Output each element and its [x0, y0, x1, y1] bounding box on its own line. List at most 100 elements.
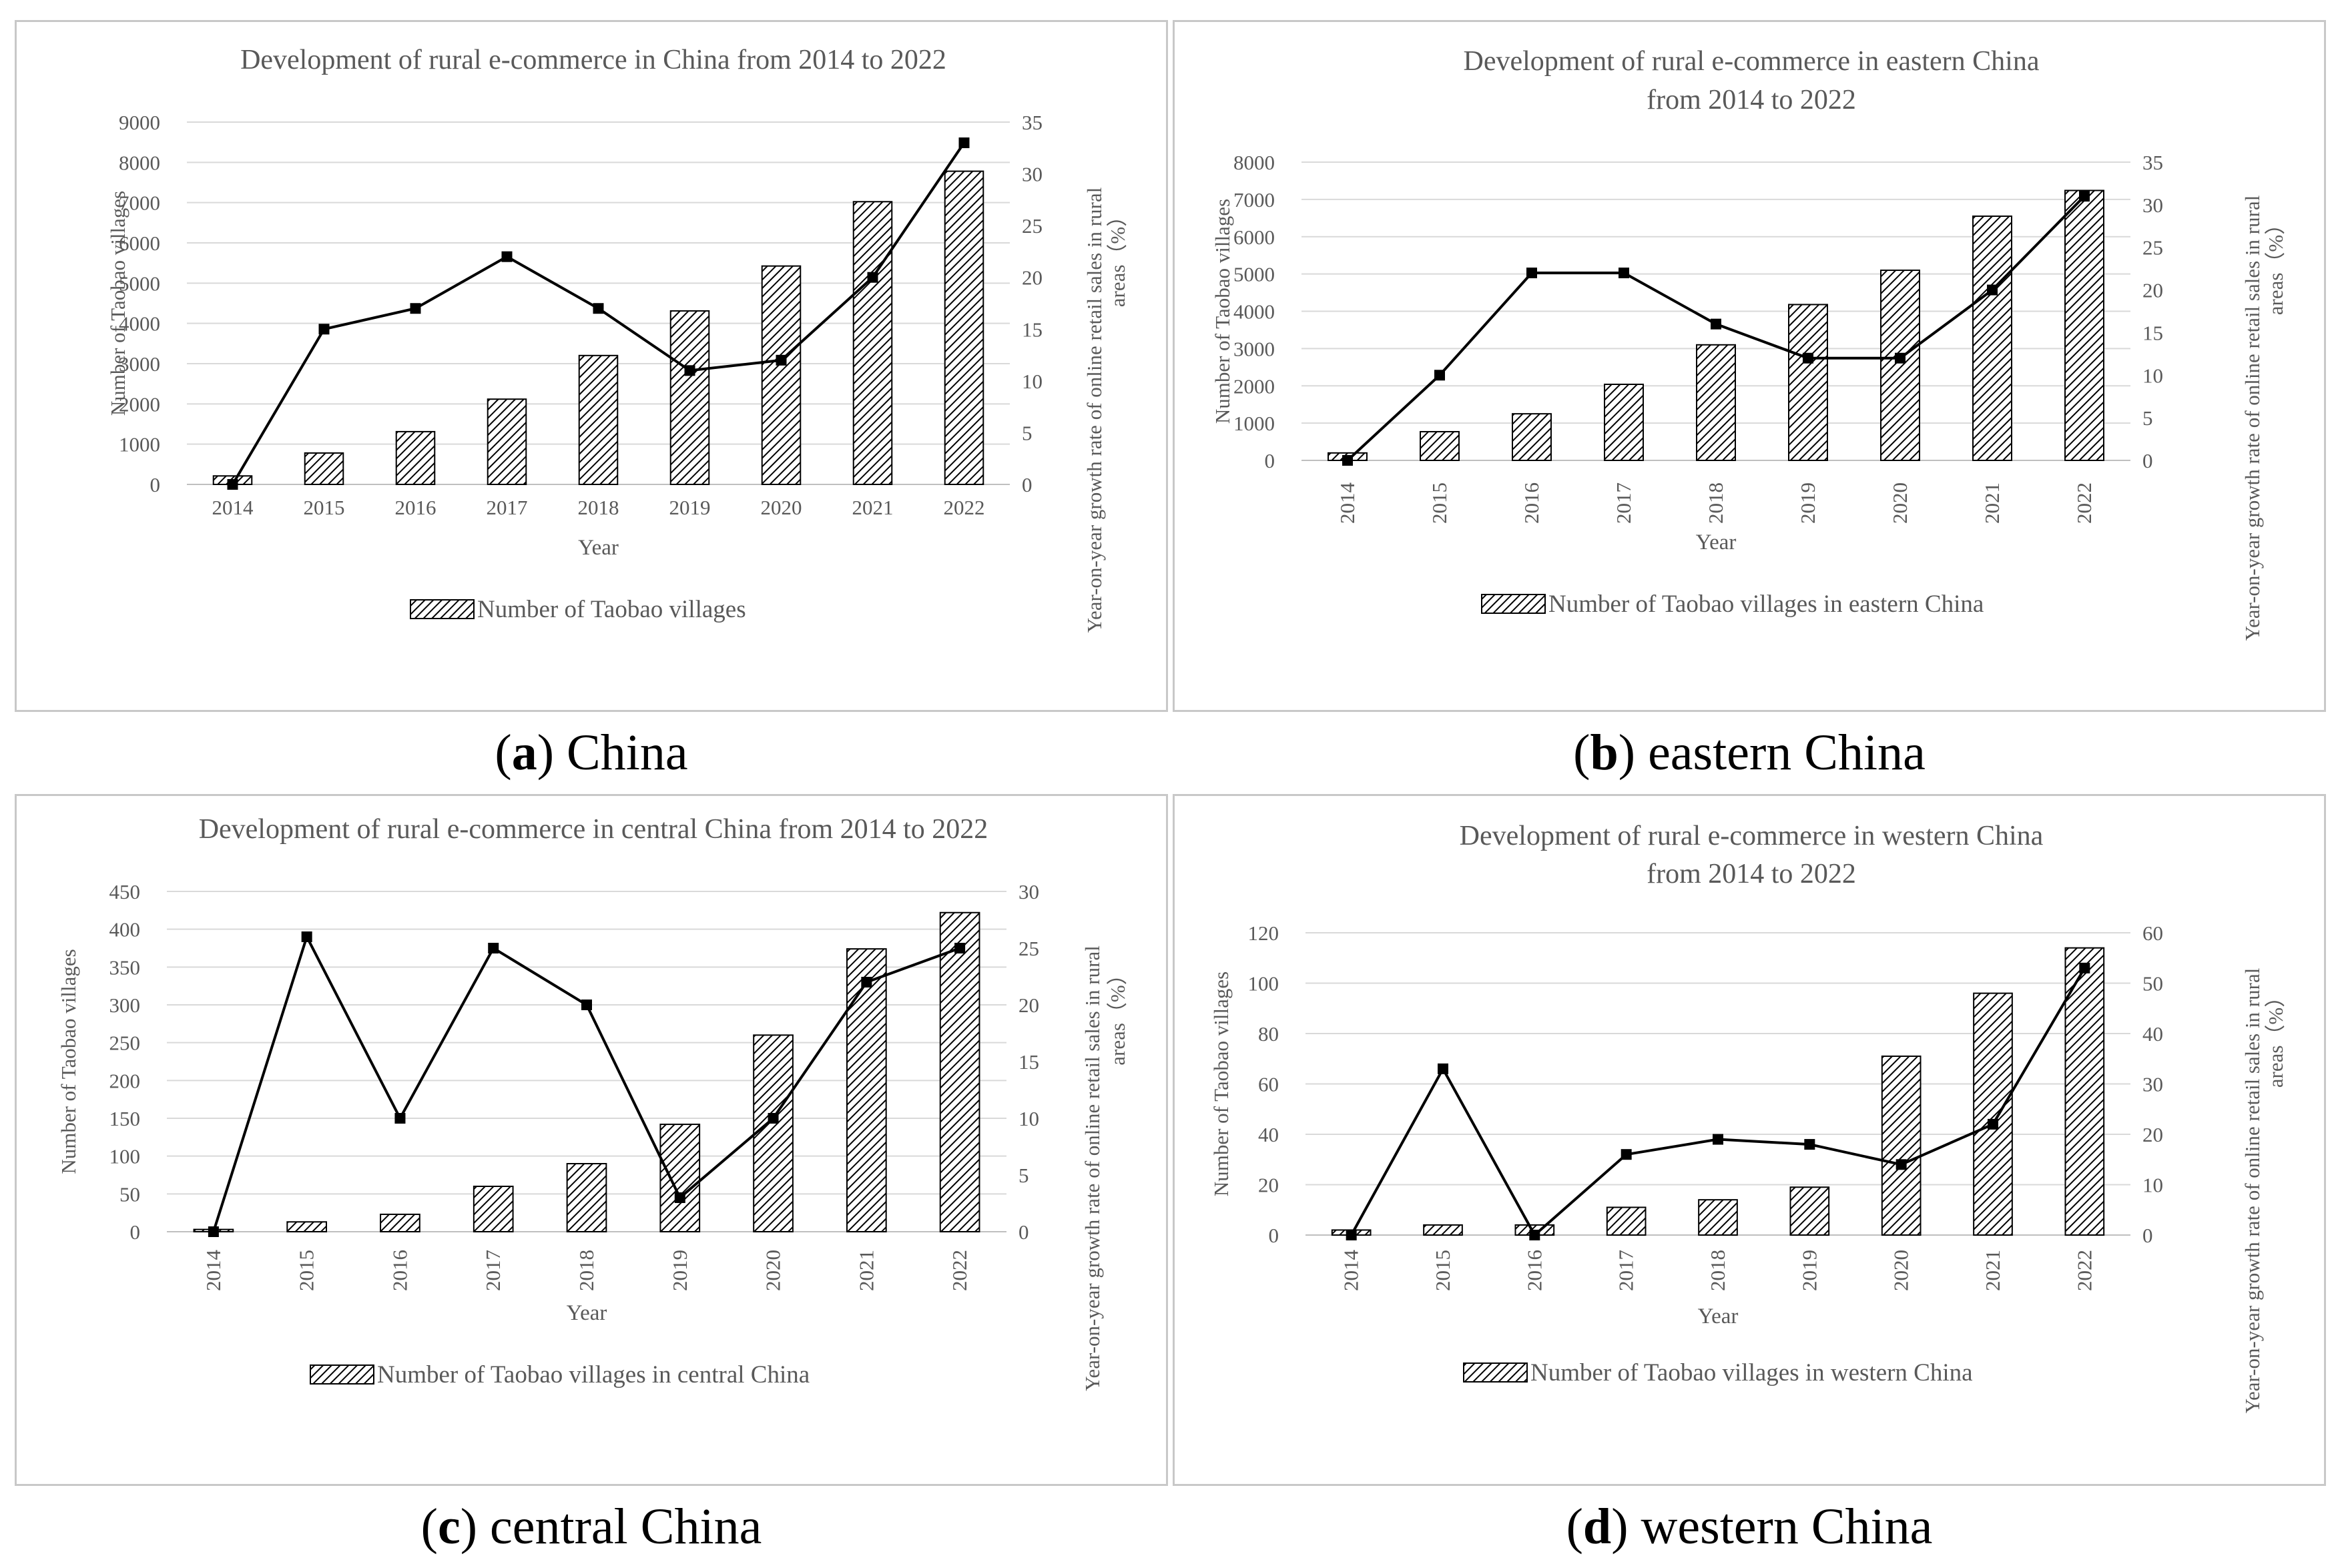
- panel-c: Development of rural e-commerce in centr…: [15, 794, 1168, 1561]
- bar-b-2016: [1512, 413, 1552, 461]
- y-tick-label-b: 2000: [1233, 374, 1275, 398]
- y-tick-label-b: 0: [1265, 449, 1275, 472]
- bar-b-2021: [1972, 216, 2012, 461]
- y2-axis-label-c-line-2: areas（%）: [1106, 964, 1129, 1066]
- y-tick-label-c: 350: [109, 955, 141, 979]
- y-tick-label-a: 8000: [119, 151, 160, 174]
- chart-title-c-line-1: Development of rural e-commerce in centr…: [199, 814, 988, 845]
- x-tick-label-d-2018: 2018: [1706, 1250, 1729, 1291]
- growth-point-b-2016: [1526, 268, 1537, 279]
- chart-title-b-line-1: Development of rural e-commerce in easte…: [1464, 46, 2040, 77]
- growth-point-d-2022: [2079, 962, 2090, 973]
- y2-tick-label-a: 0: [1022, 473, 1033, 496]
- x-axis-label-c: Year: [567, 1301, 607, 1325]
- bar-d-2015: [1423, 1224, 1463, 1236]
- y-tick-label-a: 2000: [119, 392, 160, 416]
- y-tick-label-b: 3000: [1233, 337, 1275, 360]
- x-tick-label-c-2017: 2017: [481, 1250, 505, 1291]
- y2-tick-label-a: 5: [1022, 421, 1033, 444]
- bar-a-2020: [761, 265, 802, 485]
- legend-label-d: Number of Taobao villages in western Chi…: [1530, 1359, 1973, 1387]
- growth-point-a-2022: [958, 137, 970, 149]
- y-tick-label-c: 150: [109, 1107, 141, 1130]
- bar-c-2021: [846, 948, 887, 1232]
- bar-a-2015: [304, 452, 344, 486]
- growth-point-c-2017: [488, 943, 499, 953]
- x-tick-label-b-2021: 2021: [1980, 482, 2004, 524]
- bar-b-2018: [1696, 344, 1736, 461]
- growth-point-c-2014: [208, 1226, 219, 1237]
- y-axis-label-c: Number of Taobao villages: [57, 949, 80, 1174]
- panel-b: Development of rural e-commerce in easte…: [1173, 20, 2326, 787]
- caption-c: (c) central China: [420, 1499, 762, 1555]
- chart-b: Development of rural e-commerce in easte…: [1211, 46, 2287, 641]
- chart-title-b-line-2: from 2014 to 2022: [1647, 85, 1856, 115]
- y2-tick-label-d: 50: [2142, 972, 2163, 996]
- y2-tick-label-a: 10: [1022, 370, 1043, 393]
- growth-point-c-2015: [301, 931, 312, 942]
- growth-point-a-2017: [501, 251, 513, 262]
- x-tick-label-c-2016: 2016: [388, 1250, 411, 1291]
- growth-point-d-2018: [1713, 1134, 1723, 1145]
- growth-point-b-2022: [2079, 191, 2090, 202]
- y2-tick-label-d: 10: [2142, 1174, 2163, 1197]
- growth-point-a-2015: [318, 324, 330, 335]
- y-tick-label-b: 4000: [1233, 300, 1275, 324]
- x-tick-label-b-2020: 2020: [1888, 482, 1912, 524]
- y2-tick-label-c: 5: [1018, 1164, 1029, 1187]
- x-tick-label-c-2021: 2021: [854, 1250, 878, 1291]
- y2-tick-label-c: 20: [1018, 994, 1039, 1017]
- x-tick-label-c-2015: 2015: [295, 1250, 318, 1291]
- y-tick-label-c: 400: [109, 918, 141, 941]
- y2-tick-label-a: 15: [1022, 318, 1043, 341]
- y2-tick-label-d: 0: [2142, 1224, 2153, 1247]
- chart-title-a-line-1: Development of rural e-commerce in China…: [240, 45, 946, 75]
- caption-b: (b) eastern China: [1573, 725, 1926, 781]
- y-tick-label-c: 450: [109, 880, 141, 903]
- y-tick-label-a: 7000: [119, 191, 160, 215]
- y2-tick-label-b: 15: [2142, 321, 2163, 344]
- x-tick-label-c-2014: 2014: [202, 1250, 225, 1292]
- x-tick-label-a-2015: 2015: [304, 496, 345, 519]
- y2-tick-label-c: 25: [1018, 937, 1039, 960]
- x-tick-label-d-2019: 2019: [1797, 1250, 1821, 1291]
- x-tick-label-a-2014: 2014: [212, 496, 254, 519]
- y2-tick-label-b: 20: [2142, 279, 2163, 302]
- growth-point-b-2018: [1711, 318, 1721, 330]
- y-tick-label-d: 120: [1248, 921, 1279, 945]
- caption-d: (d) western China: [1566, 1499, 1933, 1555]
- x-tick-label-d-2014: 2014: [1340, 1250, 1363, 1292]
- bar-d-2020: [1881, 1055, 1922, 1236]
- chart-frame-b: Development of rural e-commerce in easte…: [1173, 20, 2326, 712]
- x-tick-label-b-2017: 2017: [1612, 482, 1635, 524]
- bar-d-2022: [2064, 947, 2105, 1236]
- y-tick-label-c: 100: [109, 1145, 141, 1168]
- x-tick-label-d-2021: 2021: [1981, 1250, 2004, 1291]
- y2-tick-label-a: 35: [1022, 111, 1043, 134]
- bar-b-2020: [1880, 270, 1920, 461]
- panel-d: Development of rural e-commerce in weste…: [1173, 794, 2326, 1561]
- growth-point-d-2019: [1804, 1139, 1815, 1150]
- caption-a: (a) China: [495, 725, 688, 781]
- y-axis-label-b: Number of Taobao villages: [1211, 199, 1234, 424]
- y-axis-label-a: Number of Taobao villages: [106, 191, 129, 416]
- y2-tick-label-c: 0: [1018, 1220, 1029, 1244]
- x-tick-label-a-2019: 2019: [669, 496, 711, 519]
- growth-point-b-2017: [1619, 268, 1629, 279]
- y2-tick-label-d: 20: [2142, 1123, 2163, 1146]
- x-tick-label-b-2014: 2014: [1336, 482, 1359, 524]
- growth-point-b-2021: [1987, 284, 1998, 296]
- bar-c-2015: [286, 1221, 328, 1232]
- y-tick-label-c: 200: [109, 1069, 141, 1092]
- x-tick-label-d-2016: 2016: [1522, 1250, 1546, 1291]
- chart-frame-a: Development of rural e-commerce in China…: [15, 20, 1168, 712]
- chart-frame-c: Development of rural e-commerce in centr…: [15, 794, 1168, 1486]
- y2-axis-label-d-line-2: areas（%）: [2264, 987, 2287, 1088]
- y-tick-label-d: 40: [1258, 1123, 1279, 1146]
- bar-a-2017: [487, 398, 527, 485]
- chart-title-d-line-1: Development of rural e-commerce in weste…: [1460, 821, 2044, 851]
- y-tick-label-a: 0: [150, 473, 161, 496]
- bar-d-2018: [1698, 1199, 1738, 1236]
- bar-a-2019: [669, 310, 710, 485]
- y-tick-label-a: 4000: [119, 312, 160, 336]
